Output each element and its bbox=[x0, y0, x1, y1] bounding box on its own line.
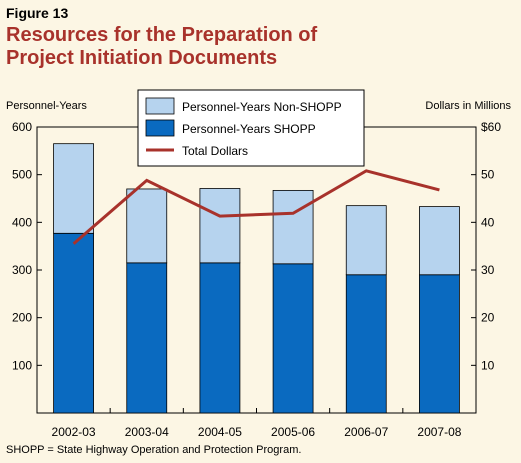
y-right-axis-label: Dollars in Millions bbox=[425, 100, 511, 112]
y-right-tick-label: 30 bbox=[481, 263, 495, 277]
y-left-tick-label: 600 bbox=[12, 120, 32, 134]
x-tick-label: 2007-08 bbox=[417, 425, 461, 439]
bar-shopp bbox=[126, 262, 168, 414]
bar-non-shopp bbox=[345, 205, 387, 276]
y-left-axis-label: Personnel-Years bbox=[6, 100, 87, 112]
y-right-tick-label: 40 bbox=[481, 215, 495, 229]
chart-title-line-1: Resources for the Preparation of bbox=[6, 24, 318, 46]
bar-shopp bbox=[272, 263, 314, 414]
y-left-tick-label: 400 bbox=[12, 215, 32, 229]
legend-swatch bbox=[145, 97, 175, 115]
footnote: SHOPP = State Highway Operation and Prot… bbox=[6, 444, 302, 456]
bar-shopp bbox=[419, 274, 460, 414]
figure-label: Figure 13 bbox=[6, 5, 69, 21]
y-left-tick-label: 100 bbox=[12, 358, 32, 372]
legend-label: Personnel-Years SHOPP bbox=[182, 122, 316, 136]
x-tick-label: 2003-04 bbox=[125, 425, 169, 439]
y-right-tick-label: $60 bbox=[481, 120, 501, 134]
x-tick-label: 2005-06 bbox=[271, 425, 315, 439]
chart-title: Resources for the Preparation of Project… bbox=[6, 24, 506, 70]
y-left-tick-label: 500 bbox=[12, 168, 32, 182]
series-line-total-dollars bbox=[72, 169, 440, 245]
bar-non-shopp bbox=[53, 143, 94, 234]
chart-title-line-2: Project Initiation Documents bbox=[6, 47, 278, 69]
y-right-tick-label: 20 bbox=[481, 311, 495, 325]
bar-shopp bbox=[199, 262, 241, 414]
bar-shopp bbox=[53, 232, 94, 414]
plot-area bbox=[36, 126, 477, 414]
legend-label: Personnel-Years Non-SHOPP bbox=[182, 100, 342, 114]
x-tick-label: 2006-07 bbox=[344, 425, 388, 439]
legend-label: Total Dollars bbox=[182, 144, 248, 158]
legend bbox=[137, 89, 365, 167]
y-right-tick-label: 50 bbox=[481, 168, 495, 182]
y-right-tick-label: 10 bbox=[481, 358, 495, 372]
y-left-tick-label: 300 bbox=[12, 263, 32, 277]
bar-non-shopp bbox=[126, 188, 168, 264]
legend-swatch bbox=[145, 119, 175, 137]
y-left-tick-label: 200 bbox=[12, 311, 32, 325]
bar-non-shopp bbox=[419, 206, 460, 276]
bar-non-shopp bbox=[199, 188, 241, 264]
bar-shopp bbox=[345, 274, 387, 414]
x-tick-label: 2002-03 bbox=[52, 425, 96, 439]
x-tick-label: 2004-05 bbox=[198, 425, 242, 439]
bar-non-shopp bbox=[272, 189, 314, 265]
